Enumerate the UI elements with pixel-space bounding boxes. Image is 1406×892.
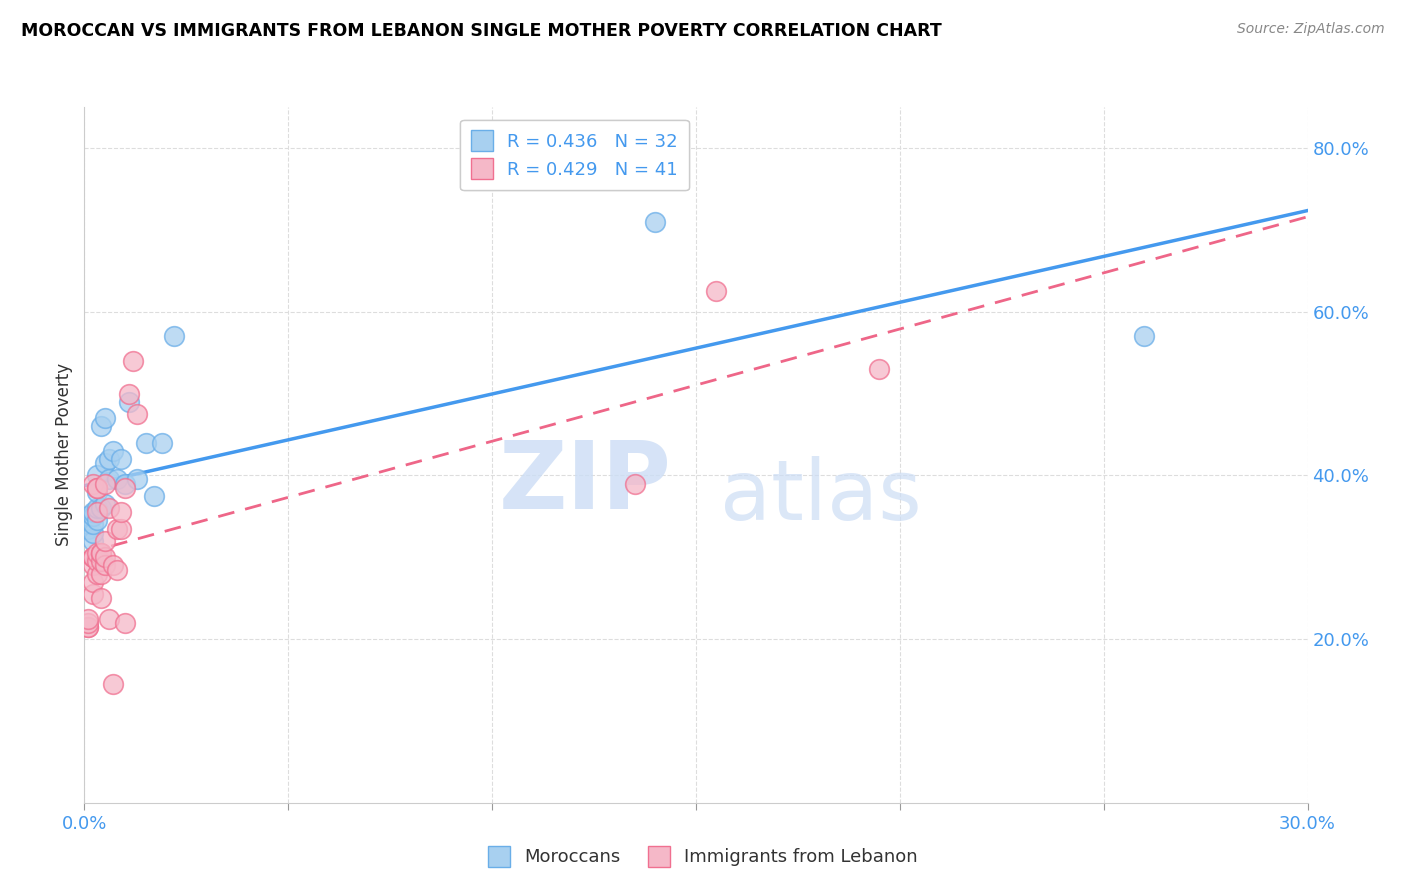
Point [77, 517, 100, 532]
Point [86, 481, 108, 495]
Point [127, 473, 149, 487]
Point [142, 489, 165, 503]
Point [86, 484, 108, 499]
Point [110, 522, 132, 536]
Point [118, 394, 141, 409]
Point [82, 587, 104, 601]
Point [93, 456, 115, 470]
Point [82, 525, 104, 540]
Point [97, 473, 120, 487]
Point [82, 550, 104, 565]
Point [90, 546, 112, 560]
Point [90, 591, 112, 606]
Point [105, 562, 128, 576]
Legend: R = 0.436   N = 32, R = 0.429   N = 41: R = 0.436 N = 32, R = 0.429 N = 41 [460, 120, 689, 190]
Point [86, 505, 108, 519]
Point [101, 443, 124, 458]
Point [624, 476, 647, 491]
Point [105, 522, 128, 536]
Point [114, 476, 136, 491]
Point [82, 476, 104, 491]
Text: atlas: atlas [720, 456, 922, 537]
Point [110, 452, 132, 467]
Point [86, 468, 108, 483]
Point [82, 574, 104, 589]
Point [93, 476, 115, 491]
Point [869, 362, 891, 376]
Point [90, 554, 112, 568]
Point [644, 214, 666, 228]
Point [163, 329, 186, 343]
Point [93, 497, 115, 511]
Point [86, 554, 108, 568]
Point [90, 501, 112, 516]
Point [93, 411, 115, 425]
Point [97, 612, 120, 626]
Legend: Moroccans, Immigrants from Lebanon: Moroccans, Immigrants from Lebanon [481, 838, 925, 874]
Text: Source: ZipAtlas.com: Source: ZipAtlas.com [1237, 22, 1385, 37]
Point [86, 513, 108, 527]
Text: ZIP: ZIP [499, 437, 672, 529]
Point [97, 501, 120, 516]
Point [93, 550, 115, 565]
Point [122, 353, 145, 368]
Point [86, 501, 108, 516]
Point [114, 481, 136, 495]
Point [110, 505, 132, 519]
Point [77, 513, 100, 527]
Point [105, 473, 128, 487]
Point [77, 509, 100, 524]
Point [114, 615, 136, 630]
Point [82, 550, 104, 565]
Point [77, 620, 100, 634]
Point [97, 452, 120, 467]
Point [127, 407, 149, 421]
Point [77, 620, 100, 634]
Point [77, 615, 100, 630]
Point [86, 546, 108, 560]
Point [135, 435, 157, 450]
Point [86, 481, 108, 495]
Text: MOROCCAN VS IMMIGRANTS FROM LEBANON SINGLE MOTHER POVERTY CORRELATION CHART: MOROCCAN VS IMMIGRANTS FROM LEBANON SING… [21, 22, 942, 40]
Point [82, 533, 104, 548]
Point [90, 566, 112, 581]
Point [82, 517, 104, 532]
Point [101, 677, 124, 691]
Point [93, 558, 115, 573]
Point [82, 509, 104, 524]
Point [82, 558, 104, 573]
Y-axis label: Single Mother Poverty: Single Mother Poverty [55, 363, 73, 547]
Point [77, 612, 100, 626]
Point [101, 558, 124, 573]
Point [86, 566, 108, 581]
Point [704, 284, 728, 298]
Point [90, 546, 112, 560]
Point [118, 386, 141, 401]
Point [93, 533, 115, 548]
Point [90, 419, 112, 434]
Point [77, 522, 100, 536]
Point [1133, 329, 1156, 343]
Point [82, 505, 104, 519]
Point [150, 435, 173, 450]
